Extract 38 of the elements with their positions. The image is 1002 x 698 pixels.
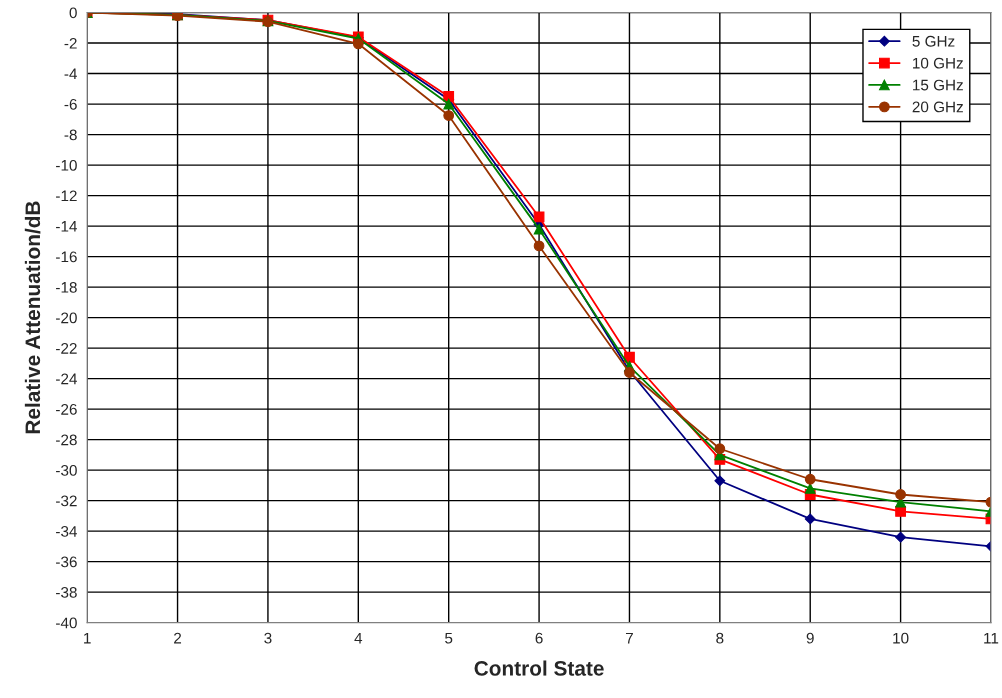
y-tick-label: -20 — [56, 312, 77, 324]
y-tick-label: -12 — [56, 190, 77, 202]
y-tick-label: -22 — [56, 342, 77, 354]
y-tick-label: -18 — [56, 281, 77, 293]
y-tick-label: 0 — [69, 7, 77, 19]
y-tick-label: -34 — [56, 525, 78, 537]
y-tick-label: -8 — [64, 129, 77, 141]
x-tick-label: 5 — [445, 632, 453, 644]
legend-label: 15 GHz — [913, 79, 963, 91]
x-tick-label: 7 — [625, 632, 633, 644]
y-tick-label: -32 — [56, 495, 77, 507]
x-tick-label: 3 — [264, 632, 272, 644]
x-tick-label: 4 — [354, 632, 363, 644]
x-tick-label: 1 — [84, 632, 91, 644]
legend-label: 10 GHz — [913, 57, 963, 69]
y-tick-label: -26 — [56, 403, 77, 415]
x-tick-label: 6 — [535, 632, 543, 644]
y-tick-label: -14 — [56, 221, 78, 232]
y-tick-label: -4 — [64, 68, 78, 80]
x-axis-title: Control State — [474, 660, 604, 676]
y-tick-label: -2 — [64, 37, 77, 49]
legend-label: 5 GHz — [912, 35, 955, 47]
x-tick-label: 9 — [806, 632, 814, 644]
y-tick-label: -30 — [56, 464, 77, 476]
y-tick-label: -6 — [64, 98, 77, 110]
x-tick-label: 8 — [716, 632, 724, 644]
x-tick-label: 2 — [174, 632, 182, 644]
y-tick-label: -16 — [56, 251, 77, 263]
y-tick-label: -38 — [56, 586, 77, 598]
legend-label: 20 GHz — [912, 101, 963, 113]
x-tick-label: 10 — [893, 632, 909, 644]
y-tick-label: -40 — [56, 617, 77, 629]
y-tick-label: -36 — [56, 556, 77, 568]
y-tick-label: -24 — [56, 373, 78, 385]
x-tick-label: 11 — [984, 632, 999, 644]
y-axis-title: Relative Attenuation/dB — [24, 201, 41, 434]
y-tick-label: -28 — [56, 434, 77, 446]
y-tick-label: -10 — [56, 159, 77, 171]
